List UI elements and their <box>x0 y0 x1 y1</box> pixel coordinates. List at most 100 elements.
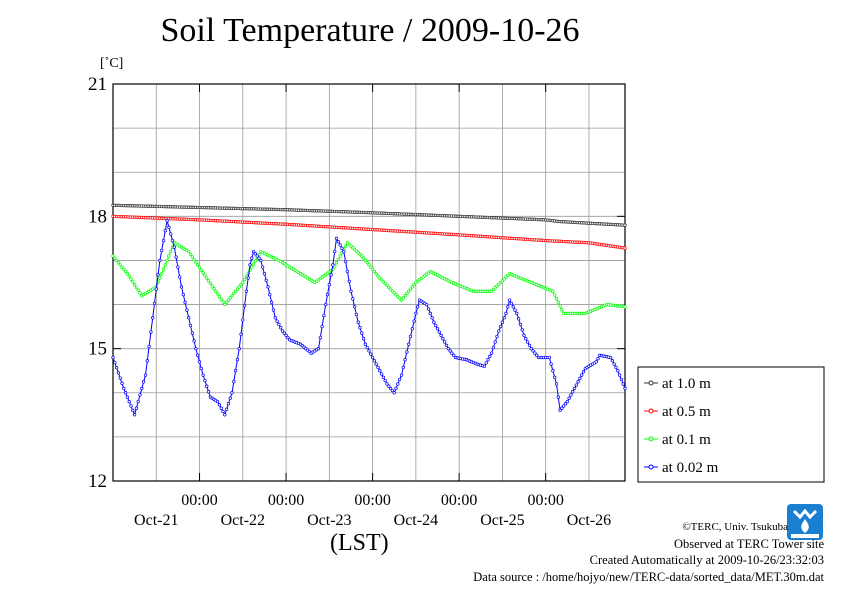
x-axis-caption: (LST) <box>330 530 389 556</box>
series-point <box>515 311 519 316</box>
series-point <box>123 269 128 274</box>
series-point <box>340 246 344 250</box>
series-point <box>567 396 571 400</box>
series-point <box>554 297 559 301</box>
series-point <box>118 376 122 380</box>
legend-label: at 1.0 m <box>662 376 711 392</box>
series-point <box>251 262 256 266</box>
series-point <box>372 269 377 274</box>
series-point <box>201 373 205 377</box>
series-point <box>361 256 366 260</box>
series-point <box>187 249 191 254</box>
series-point <box>560 406 564 410</box>
series-point <box>134 285 139 290</box>
series-point <box>525 340 530 344</box>
series-point <box>241 318 245 322</box>
series-point <box>533 351 537 355</box>
series-point <box>158 258 162 263</box>
series-point <box>361 337 366 341</box>
series-point <box>259 258 263 263</box>
series-point <box>318 335 322 340</box>
series-point <box>125 395 130 399</box>
series-point <box>212 287 216 291</box>
series-point <box>269 300 274 305</box>
series-point <box>450 351 454 355</box>
series-point <box>226 298 231 302</box>
series-point <box>196 263 200 267</box>
series-point <box>224 300 229 304</box>
series-point <box>221 300 225 304</box>
series-point <box>205 276 209 280</box>
series-point <box>242 277 247 282</box>
x-date-label: Oct-24 <box>394 512 438 529</box>
series-point <box>197 265 202 270</box>
series-point <box>509 301 514 306</box>
series-point <box>370 267 375 271</box>
series-point <box>408 287 413 291</box>
plot-frame <box>112 83 626 482</box>
series-point <box>111 355 115 360</box>
series-point <box>443 340 447 344</box>
series-point <box>260 265 265 269</box>
series-point <box>524 337 528 341</box>
series-point <box>563 402 568 406</box>
terc-logo-icon <box>787 504 823 540</box>
series-point <box>342 249 346 254</box>
series-point <box>379 372 384 376</box>
series-point <box>203 273 207 278</box>
series-point <box>111 254 115 258</box>
series-point <box>280 329 285 333</box>
series-point <box>224 407 229 411</box>
series-point <box>565 399 569 404</box>
series-point <box>199 268 203 272</box>
series-point <box>282 331 286 335</box>
series-point <box>167 225 171 230</box>
series-point <box>253 252 258 256</box>
series-point <box>206 279 211 283</box>
series-point <box>491 345 496 350</box>
series-point <box>623 223 627 227</box>
series-point <box>136 288 140 292</box>
series-point <box>531 349 535 353</box>
series-point <box>170 238 175 243</box>
series-point <box>134 406 139 410</box>
series-point <box>190 255 194 259</box>
series-point <box>390 388 395 393</box>
series-point <box>223 413 227 417</box>
series-point <box>334 236 339 241</box>
series-point <box>374 362 378 366</box>
series-point <box>410 327 414 331</box>
series-point <box>116 261 121 265</box>
series-point <box>376 365 380 370</box>
legend-box <box>637 366 825 483</box>
series-point <box>522 333 526 338</box>
series-point <box>113 256 117 260</box>
series-point <box>169 232 173 236</box>
series-point <box>158 276 162 280</box>
series-point <box>266 285 270 289</box>
series-point <box>370 355 375 360</box>
series-point <box>188 323 193 328</box>
series-point <box>369 265 373 269</box>
series-point <box>336 240 341 244</box>
series-point <box>138 393 142 397</box>
x-date-label: Oct-25 <box>480 512 524 529</box>
series-point <box>578 376 582 381</box>
series-point <box>228 396 232 400</box>
series-point <box>518 322 523 327</box>
series-point <box>192 257 196 262</box>
series-point <box>320 324 324 329</box>
series-point <box>614 365 618 370</box>
series-point <box>434 323 438 328</box>
series-point <box>369 352 373 356</box>
series-point <box>489 351 494 355</box>
series-point <box>401 365 405 370</box>
series-point <box>412 319 416 323</box>
series-point <box>336 257 341 261</box>
x-date-label: Oct-23 <box>307 512 351 529</box>
series-point <box>167 254 171 258</box>
series-point <box>374 272 378 276</box>
series-point <box>405 350 409 354</box>
series-point <box>197 360 202 364</box>
series-point <box>527 343 532 348</box>
